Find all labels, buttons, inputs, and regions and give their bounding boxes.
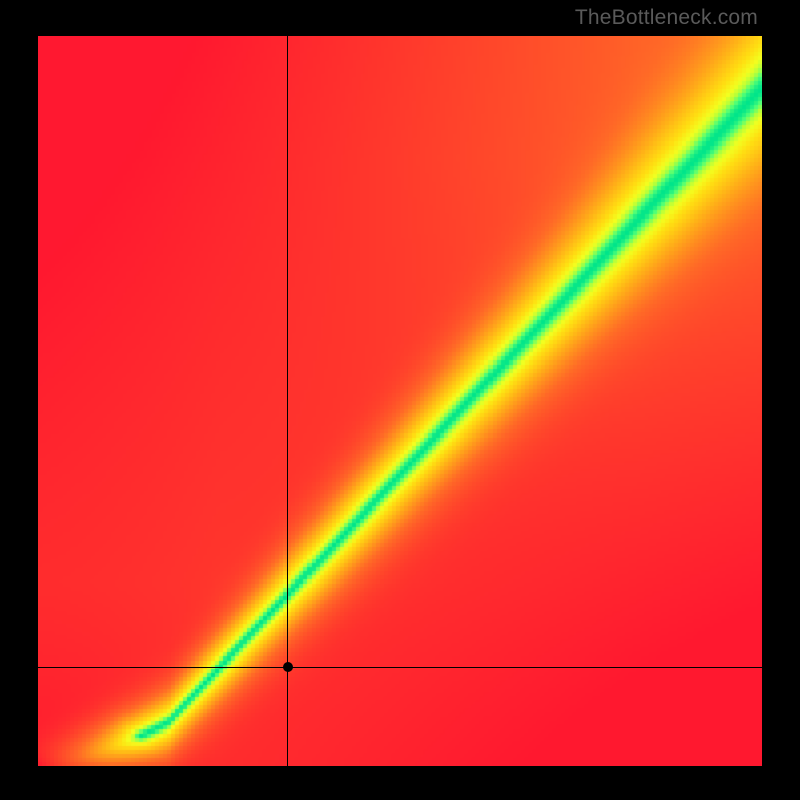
crosshair-vertical — [287, 36, 288, 766]
frame-bottom — [0, 766, 800, 800]
crosshair-horizontal — [38, 667, 762, 668]
frame-right — [762, 0, 800, 800]
frame-left — [0, 0, 38, 800]
heatmap-canvas — [38, 36, 762, 766]
heatmap-plot — [38, 36, 762, 766]
watermark-text: TheBottleneck.com — [575, 6, 758, 30]
crosshair-marker — [283, 662, 293, 672]
